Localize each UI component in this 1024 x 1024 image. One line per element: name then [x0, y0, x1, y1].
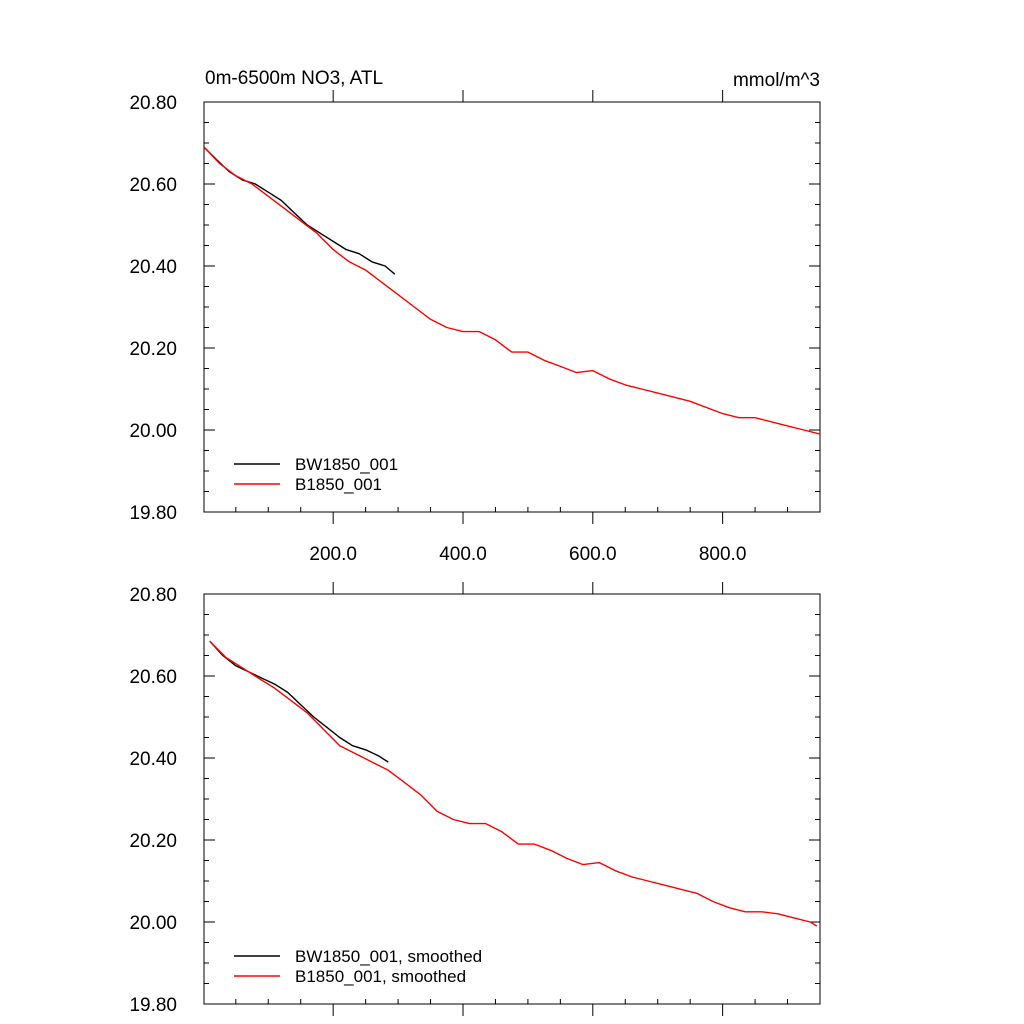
legend-label: BW1850_001, smoothed [295, 947, 482, 966]
series-lines [203, 146, 821, 435]
y-tick-label: 20.80 [129, 585, 177, 606]
y-tick-label: 20.60 [129, 175, 177, 196]
tick-marks [204, 582, 820, 1016]
x-tick-label: 400.0 [439, 544, 487, 565]
chart-title: 0m-6500m NO3, ATL [205, 68, 383, 89]
y-tick-label: 20.80 [129, 93, 177, 114]
tick-marks [204, 90, 820, 524]
legend-label: BW1850_001 [295, 455, 398, 474]
series-line-1 [209, 640, 818, 927]
series-lines [209, 640, 818, 927]
x-tick-label: 200.0 [309, 544, 357, 565]
plot-frame [203, 101, 821, 513]
y-tick-labels: 20.80 20.60 20.40 20.20 20.00 19.80 [129, 585, 177, 1016]
y-tick-label: 20.00 [129, 913, 177, 934]
top-line-chart: 0m-6500m NO3, ATL mmol/m^3 20.8020.6020.… [129, 68, 821, 565]
y-tick-label: 19.80 [129, 995, 177, 1016]
y-tick-label: 20.20 [129, 339, 177, 360]
x-tick-labels: 200.0 400.0 600.0 800.0 [309, 544, 746, 565]
y-tick-label: 20.40 [129, 749, 177, 770]
series-line-0 [209, 640, 389, 763]
y-tick-label: 20.00 [129, 421, 177, 442]
series-line-1 [203, 146, 821, 435]
y-tick-label: 19.80 [129, 503, 177, 524]
bottom-line-chart: 20.80 20.60 20.40 20.20 20.00 19.80 BW1850_00… [129, 582, 821, 1016]
legend-label: B1850_001, smoothed [295, 967, 466, 986]
y-tick-label: 20.20 [129, 831, 177, 852]
series-line-0 [203, 146, 396, 275]
x-tick-label: 600.0 [569, 544, 617, 565]
units-label: mmol/m^3 [733, 70, 820, 91]
y-tick-labels: 20.80 20.60 20.40 20.20 20.00 19.80 [129, 93, 177, 524]
y-tick-label: 20.60 [129, 667, 177, 688]
legend-label: B1850_001 [295, 475, 382, 494]
plot-frame [203, 593, 821, 1005]
y-tick-label: 20.40 [129, 257, 177, 278]
x-tick-label: 800.0 [699, 544, 747, 565]
